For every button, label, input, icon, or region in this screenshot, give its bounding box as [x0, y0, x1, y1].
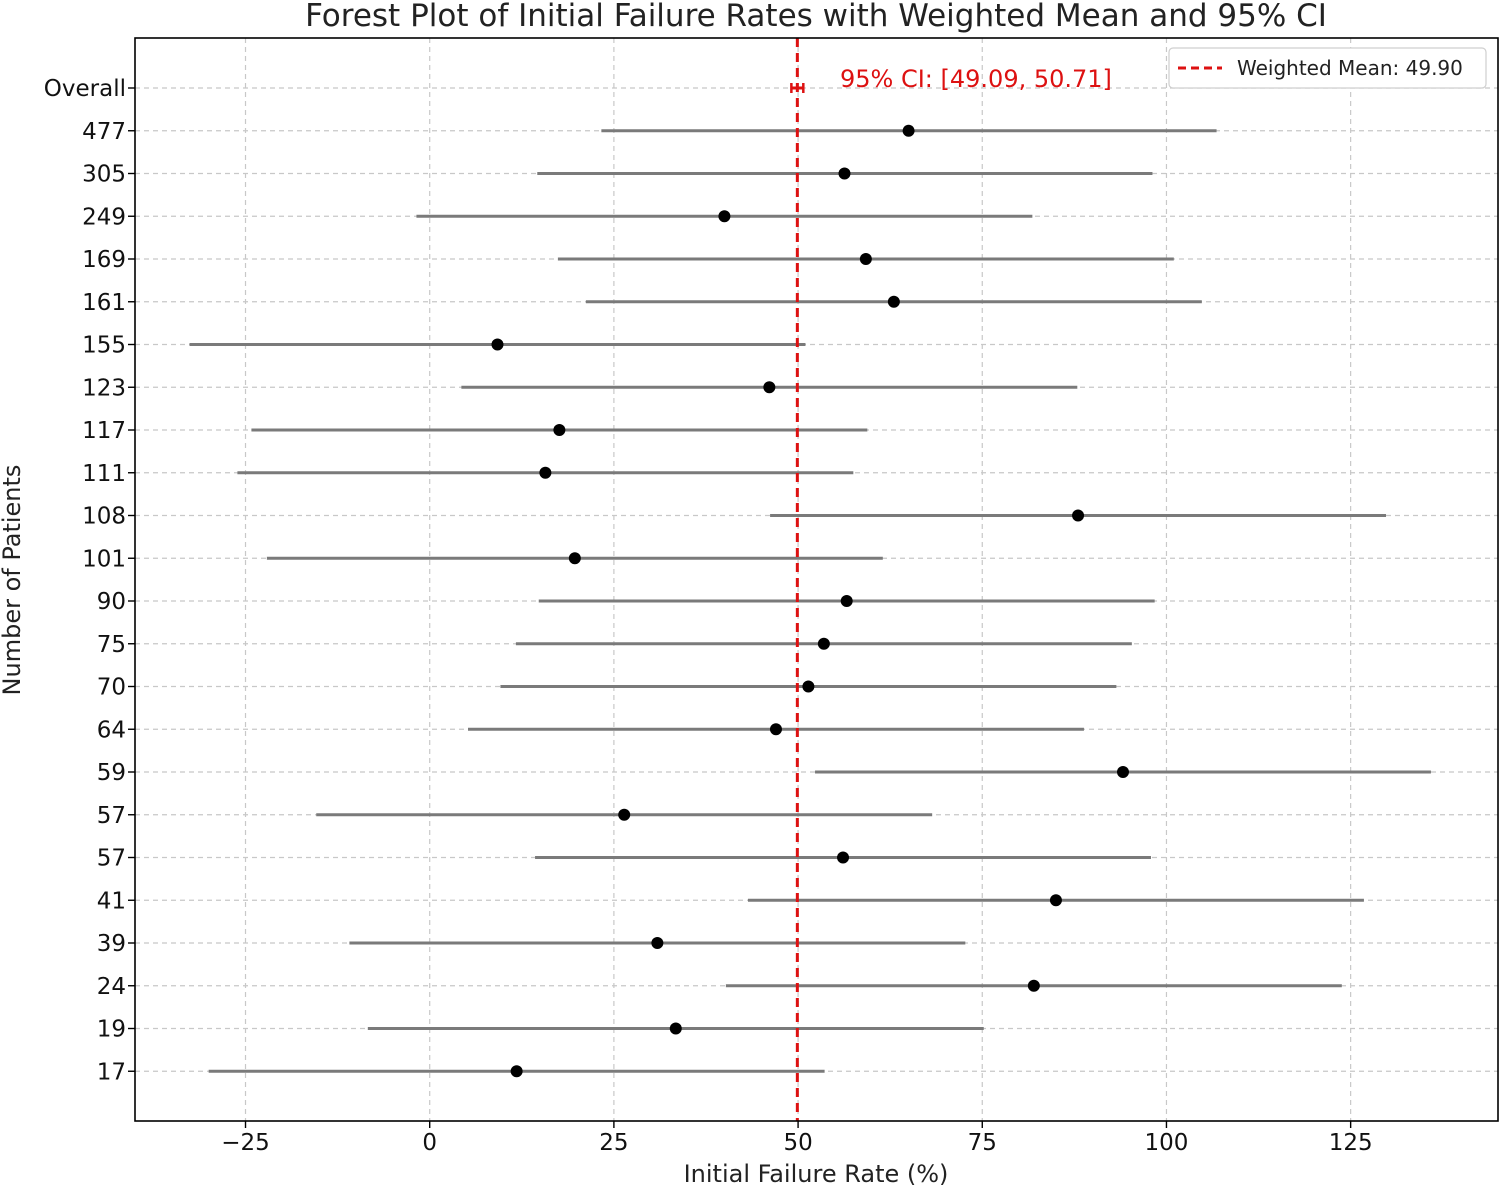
y-tick-label: 64: [97, 717, 126, 743]
y-tick-label: 169: [82, 247, 126, 273]
y-tick-label: 90: [97, 589, 126, 615]
point-estimate: [1049, 894, 1062, 907]
y-tick-label: 249: [82, 204, 126, 230]
point-estimate: [838, 167, 851, 180]
point-estimate: [651, 937, 664, 949]
point-estimate: [510, 1065, 523, 1078]
point-estimate: [568, 552, 581, 565]
x-tick-label: −25: [221, 1130, 270, 1156]
grid-lines: [135, 38, 1498, 1121]
y-tick-label: Overall: [44, 76, 126, 102]
y-tick-label: 19: [97, 1017, 126, 1043]
point-estimate: [1072, 509, 1085, 522]
point-estimate: [618, 808, 631, 821]
y-tick-label: 41: [97, 888, 126, 914]
y-tick-label: 57: [97, 846, 126, 872]
y-tick-label: 75: [97, 632, 126, 658]
x-axis-label: Initial Failure Rate (%): [684, 1160, 949, 1186]
ci-annotation: 95% CI: [49.09, 50.71]: [840, 65, 1112, 93]
point-estimate: [491, 338, 504, 351]
y-tick-label: 111: [82, 461, 126, 487]
point-estimate: [553, 424, 566, 436]
y-tick-label: 17: [97, 1059, 126, 1085]
x-tick-label: 0: [422, 1130, 437, 1156]
y-tick-label: 101: [82, 546, 126, 572]
y-tick-label: 123: [82, 375, 126, 401]
legend: Weighted Mean: 49.90: [1168, 47, 1487, 89]
point-estimate: [902, 124, 915, 137]
y-tick-label: 155: [82, 333, 126, 359]
point-estimate: [539, 466, 552, 479]
y-tick-label: 57: [97, 803, 126, 829]
y-tick-label: 39: [97, 931, 126, 957]
y-tick-label: 108: [82, 504, 126, 530]
y-axis-label: Number of Patients: [0, 465, 26, 696]
legend-mean-label: Weighted Mean: 49.90: [1237, 56, 1463, 80]
x-tick-label: 100: [1145, 1130, 1189, 1156]
y-tick-label: 305: [82, 162, 126, 188]
y-tick-label: 477: [82, 119, 126, 145]
x-tick-label: 25: [599, 1130, 628, 1156]
point-estimates: [491, 124, 1129, 1078]
y-tick-label: 70: [97, 675, 126, 701]
legend-box: [1168, 47, 1487, 89]
y-axis-ticks: Overall 477 305 249 169 161 155 123 117 111 108 101…: [44, 76, 135, 1085]
y-tick-label: 117: [82, 418, 126, 444]
point-estimate: [840, 595, 853, 607]
point-estimate: [887, 295, 900, 308]
point-estimate: [802, 680, 815, 693]
x-tick-label: 125: [1329, 1130, 1373, 1156]
x-tick-label: 50: [783, 1130, 812, 1156]
point-estimate: [769, 723, 782, 736]
point-estimate: [718, 210, 731, 223]
point-estimate: [837, 851, 850, 864]
x-tick-label: 75: [968, 1130, 997, 1156]
point-estimate: [859, 253, 872, 265]
chart-title: Forest Plot of Initial Failure Rates wit…: [305, 0, 1327, 34]
y-tick-label: 59: [97, 760, 126, 786]
point-estimate: [1116, 766, 1129, 778]
weighted-mean-layer: [790, 38, 805, 1121]
y-tick-label: 161: [82, 290, 126, 316]
x-axis-ticks: −25 0 25 50 75 100 125: [221, 1121, 1373, 1156]
plot-frame: [134, 37, 1499, 1122]
point-estimate: [669, 1022, 682, 1035]
point-estimate: [1027, 979, 1040, 992]
point-estimate: [763, 381, 776, 394]
y-tick-label: 24: [97, 974, 126, 1000]
point-estimate: [817, 637, 830, 650]
